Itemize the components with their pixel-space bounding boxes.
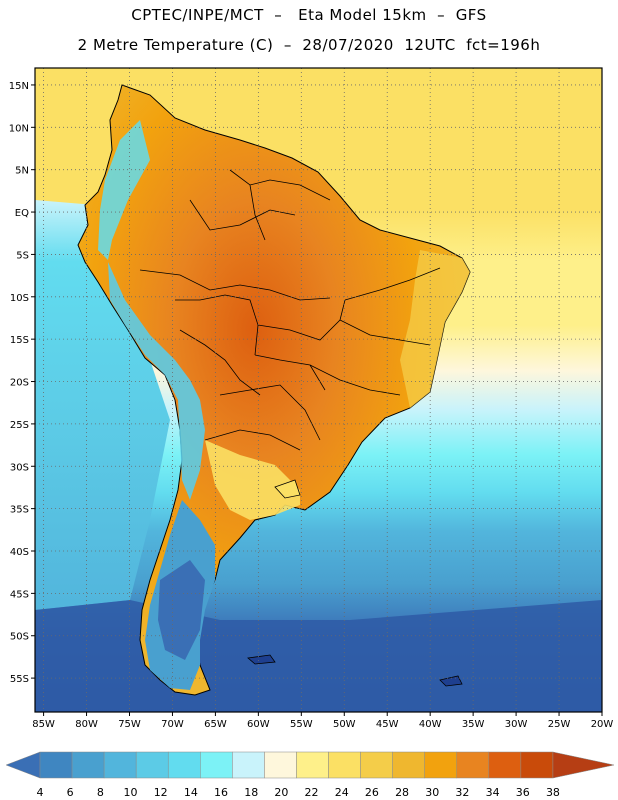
colorbar-label: 6: [67, 786, 74, 799]
lat-tick-label: 45S: [10, 589, 29, 600]
lon-tick-label: 40W: [419, 719, 442, 730]
colorbar-label: 20: [274, 786, 288, 799]
latitude-ticks: 15N 10N 5N EQ 5S 10S 15S 20S 25S 30S 35S 40S 45S 50S 5…: [9, 81, 35, 685]
chart-title-line2: 2 Metre Temperature (C) – 28/07/2020 12U…: [77, 36, 541, 54]
lat-tick-label: 25S: [10, 420, 29, 431]
country-borders: [139, 169, 441, 451]
lat-lon-grid: [35, 68, 602, 712]
lat-tick-label: 10N: [9, 123, 29, 134]
lon-tick-label: 20W: [591, 719, 614, 730]
colorbar-box: [264, 751, 297, 779]
lon-tick-label: 25W: [548, 719, 571, 730]
lon-tick-label: 30W: [505, 719, 528, 730]
andes-north: [98, 120, 150, 260]
colorbar-label: 12: [154, 786, 168, 799]
lon-tick-label: 85W: [32, 719, 55, 730]
colorbar-label: 30: [425, 786, 439, 799]
colorbar-label: 26: [365, 786, 379, 799]
colorbar-box: [103, 751, 137, 779]
colorbar-box: [424, 751, 458, 779]
lat-tick-label: 10S: [10, 293, 29, 304]
andes-central: [108, 262, 205, 500]
colorbar-label: 22: [305, 786, 319, 799]
lat-tick-label: 40S: [10, 547, 29, 558]
lon-tick-label: 80W: [75, 719, 98, 730]
colorbar-box: [360, 751, 393, 779]
colorbar-box: [392, 751, 425, 779]
patagonia-cold: [158, 560, 205, 660]
colorbar-box: [328, 751, 361, 779]
colorbar-label: 4: [37, 786, 44, 799]
lat-tick-label: 5S: [16, 250, 29, 261]
colorbar-box: [200, 751, 233, 779]
lat-tick-label: 5N: [15, 166, 29, 177]
chart-title-line1: CPTEC/INPE/MCT – Eta Model 15km – GFS: [131, 6, 487, 24]
lon-tick-label: 55W: [290, 719, 313, 730]
lon-tick-label: 75W: [118, 719, 141, 730]
colorbar-label: 36: [516, 786, 530, 799]
lagoa-dos-patos: [274, 479, 301, 499]
colorbar-box: [296, 751, 329, 779]
colorbar-label: 32: [455, 786, 469, 799]
lat-tick-label: 20S: [10, 378, 29, 389]
lat-tick-label: 15S: [10, 335, 29, 346]
colorbar-label: 14: [184, 786, 198, 799]
colorbar-box: [232, 751, 265, 779]
falkland-islands: [247, 654, 276, 665]
colorbar-label: 34: [486, 786, 500, 799]
colorbar-box: [135, 751, 169, 779]
colorbar-high-arrow: [552, 751, 615, 779]
south-georgia: [439, 675, 463, 687]
colorbar-box: [488, 751, 522, 779]
lat-tick-label: 30S: [10, 462, 29, 473]
colorbar-box: [39, 751, 73, 779]
lon-tick-label: 70W: [161, 719, 184, 730]
lat-tick-label: 55S: [10, 674, 29, 685]
southern-cone-mild: [205, 440, 300, 520]
longitude-ticks: 85W 80W 75W 70W 65W 60W 55W 50W 45W 40W 35W 30W 25W 2…: [32, 712, 613, 730]
colorbar: 4 6 8 10 12 14 16 18 20 22 24 26 28 30 32 34 36 38: [5, 751, 615, 799]
colorbar-box: [167, 751, 201, 779]
northeast-coast: [400, 250, 470, 408]
colorbar-label: 28: [395, 786, 409, 799]
plot-frame: [34, 67, 603, 713]
colorbar-label: 10: [124, 786, 138, 799]
lon-tick-label: 65W: [204, 719, 227, 730]
lat-tick-label: EQ: [15, 208, 29, 219]
lon-tick-label: 50W: [333, 719, 356, 730]
lat-tick-label: 15N: [9, 81, 29, 92]
lon-tick-label: 60W: [247, 719, 270, 730]
lat-tick-label: 50S: [10, 632, 29, 643]
colorbar-label: 18: [244, 786, 258, 799]
colorbar-label: 38: [546, 786, 560, 799]
colorbar-label: 24: [335, 786, 349, 799]
pacific-field: [35, 200, 170, 610]
colorbar-label: 8: [97, 786, 104, 799]
lat-tick-label: 35S: [10, 505, 29, 516]
colorbar-box: [71, 751, 105, 779]
colorbar-label: 16: [214, 786, 228, 799]
lon-tick-label: 45W: [376, 719, 399, 730]
colorbar-box: [456, 751, 490, 779]
colorbar-low-arrow: [5, 751, 41, 779]
colorbar-box: [520, 751, 554, 779]
lon-tick-label: 35W: [462, 719, 485, 730]
